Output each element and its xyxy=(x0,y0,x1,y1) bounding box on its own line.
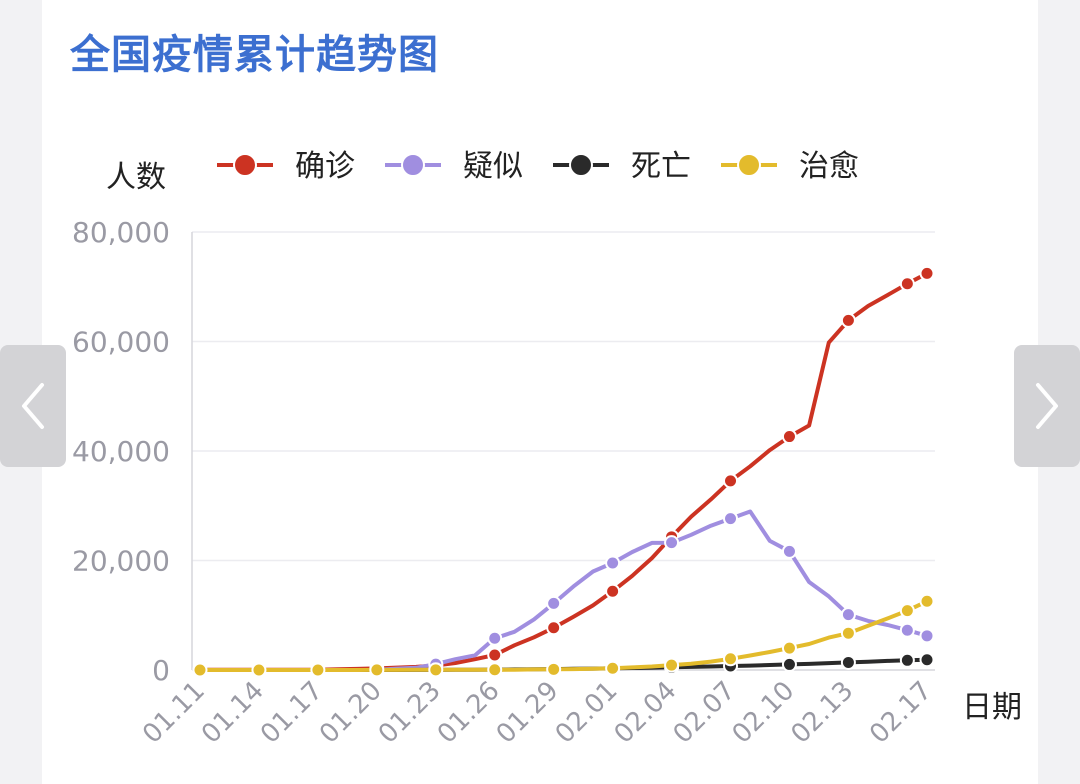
x-tick-label: 02.13 xyxy=(786,676,860,750)
legend-marker xyxy=(401,153,425,177)
legend-marker xyxy=(737,153,761,177)
x-tick-label: 01.11 xyxy=(137,676,211,750)
data-point[interactable] xyxy=(899,276,915,292)
data-point[interactable] xyxy=(546,661,562,677)
page-title: 全国疫情累计趋势图 xyxy=(70,32,439,78)
y-tick-labels: 0 20,000 40,000 60,000 80,000 xyxy=(72,216,170,687)
data-point[interactable] xyxy=(369,662,385,678)
data-point[interactable] xyxy=(546,620,562,636)
legend-label: 治愈 xyxy=(799,149,859,184)
y-tick-label: 40,000 xyxy=(72,435,170,468)
data-point[interactable] xyxy=(192,662,208,678)
data-point[interactable] xyxy=(487,662,503,678)
data-point[interactable] xyxy=(899,652,915,668)
prev-button[interactable] xyxy=(0,345,66,467)
chevron-right-icon xyxy=(1036,383,1058,429)
x-tick-label: 02.01 xyxy=(550,676,624,750)
legend-marker xyxy=(233,153,257,177)
x-tick-label: 01.20 xyxy=(314,676,388,750)
legend[interactable]: 确诊 疑似 死亡 治愈 xyxy=(217,149,859,184)
data-point[interactable] xyxy=(899,603,915,619)
legend-item[interactable]: 确诊 xyxy=(217,149,355,184)
data-point[interactable] xyxy=(251,662,267,678)
data-point[interactable] xyxy=(487,630,503,646)
data-point[interactable] xyxy=(605,555,621,571)
data-point[interactable] xyxy=(781,543,797,559)
data-point[interactable] xyxy=(899,622,915,638)
legend-item[interactable]: 治愈 xyxy=(721,149,859,184)
x-tick-label: 02.10 xyxy=(727,676,801,750)
data-point[interactable] xyxy=(840,625,856,641)
series-1 xyxy=(192,265,935,678)
legend-label: 死亡 xyxy=(631,149,691,184)
x-tick-label: 02.07 xyxy=(668,676,742,750)
legend-marker xyxy=(569,153,593,177)
data-point[interactable] xyxy=(664,535,680,551)
chevron-left-icon xyxy=(22,383,44,429)
data-point[interactable] xyxy=(781,429,797,445)
legend-label: 疑似 xyxy=(463,149,523,184)
data-point[interactable] xyxy=(919,628,935,644)
y-axis-label: 人数 xyxy=(106,160,166,195)
series-line xyxy=(198,271,929,672)
x-tick-labels: 01.1101.1401.1701.2001.2301.2601.2902.01… xyxy=(137,676,938,750)
data-point[interactable] xyxy=(919,593,935,609)
legend-label: 确诊 xyxy=(295,149,355,184)
data-point[interactable] xyxy=(919,652,935,668)
data-point[interactable] xyxy=(546,595,562,611)
series-line xyxy=(198,599,929,672)
data-point[interactable] xyxy=(723,511,739,527)
data-point[interactable] xyxy=(605,583,621,599)
data-point[interactable] xyxy=(919,265,935,281)
data-point[interactable] xyxy=(723,473,739,489)
x-tick-label: 01.17 xyxy=(255,676,329,750)
data-point[interactable] xyxy=(781,640,797,656)
legend-item[interactable]: 死亡 xyxy=(553,149,691,184)
data-point[interactable] xyxy=(840,312,856,328)
y-tick-label: 20,000 xyxy=(72,545,170,578)
series-4 xyxy=(192,593,935,678)
chart-card xyxy=(42,0,1038,784)
legend-item[interactable]: 疑似 xyxy=(385,149,523,184)
x-tick-label: 01.14 xyxy=(196,676,270,750)
y-tick-label: 60,000 xyxy=(72,326,170,359)
data-point[interactable] xyxy=(487,647,503,663)
data-point[interactable] xyxy=(840,654,856,670)
data-point[interactable] xyxy=(310,662,326,678)
next-button[interactable] xyxy=(1014,345,1080,467)
x-tick-label: 01.23 xyxy=(373,676,447,750)
x-axis-label: 日期 xyxy=(962,690,1022,725)
x-tick-label: 01.26 xyxy=(432,676,506,750)
series-2 xyxy=(192,509,935,678)
data-point[interactable] xyxy=(664,657,680,673)
series-line xyxy=(198,509,929,672)
series-group xyxy=(192,265,935,678)
x-tick-label: 01.29 xyxy=(491,676,565,750)
data-point[interactable] xyxy=(781,656,797,672)
y-tick-label: 80,000 xyxy=(72,216,170,249)
series-3 xyxy=(192,652,935,678)
data-point[interactable] xyxy=(723,651,739,667)
grid-lines xyxy=(192,231,935,562)
x-tick-label: 02.04 xyxy=(609,676,683,750)
x-tick-label: 02.17 xyxy=(864,676,938,750)
data-point[interactable] xyxy=(428,662,444,678)
data-point[interactable] xyxy=(840,607,856,623)
data-point[interactable] xyxy=(605,660,621,676)
y-tick-label: 0 xyxy=(152,654,170,687)
